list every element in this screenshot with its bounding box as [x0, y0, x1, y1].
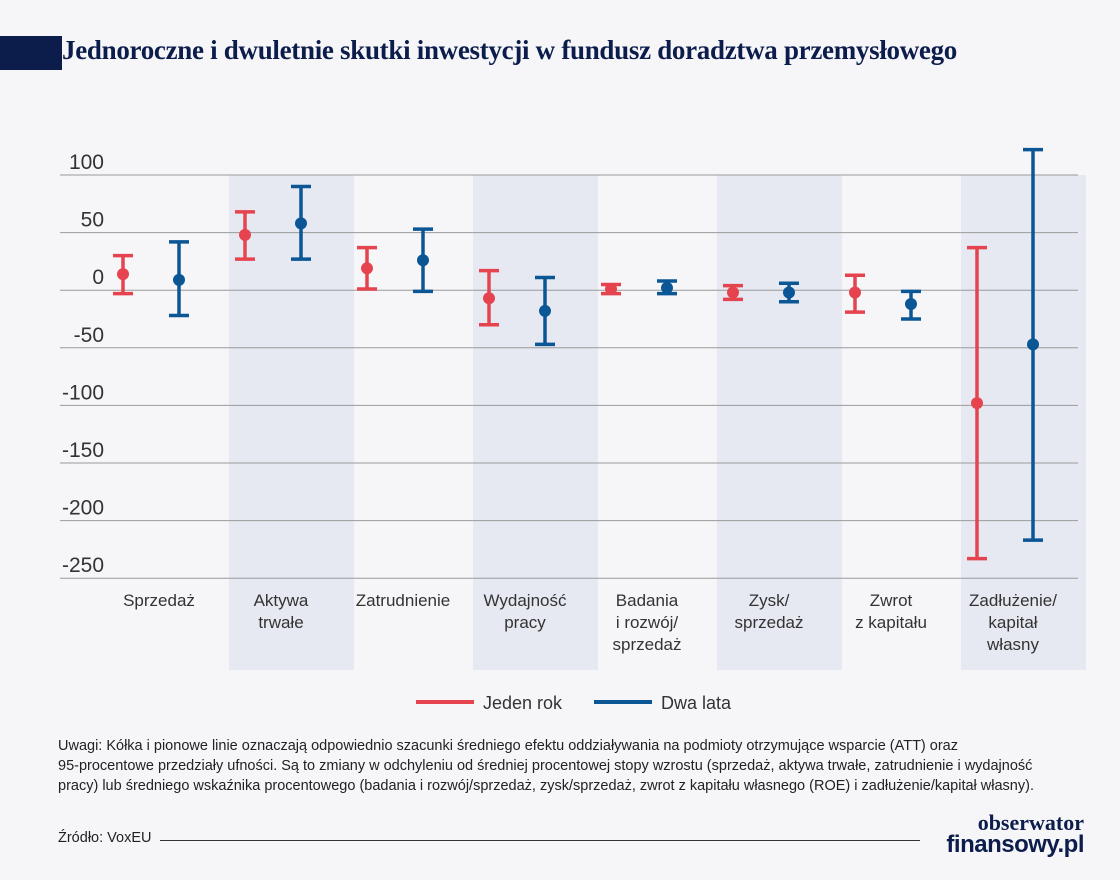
source-divider [160, 840, 920, 841]
estimate-point-jeden-rok [605, 283, 617, 296]
estimate-point-dwa-lata [661, 281, 673, 294]
estimate-point-jeden-rok [727, 286, 739, 299]
estimate-point-dwa-lata [295, 217, 307, 230]
title-accent-bar [0, 36, 62, 70]
estimate-point-jeden-rok [483, 292, 495, 305]
estimate-point-dwa-lata [539, 304, 551, 317]
y-tick-label: -50 [74, 324, 104, 347]
x-category-label: Sprzedaż [123, 591, 195, 610]
x-category-label: sprzedaż [735, 613, 804, 632]
estimate-point-jeden-rok [361, 262, 373, 275]
estimate-point-dwa-lata [1027, 338, 1039, 351]
source-label: Źródło: VoxEU [58, 830, 152, 846]
x-category-label: Aktywa [254, 591, 309, 610]
x-category-label: Zadłużenie/ [969, 591, 1057, 610]
x-category-label: Badania [616, 591, 679, 610]
estimate-point-dwa-lata [173, 273, 185, 286]
chart-notes: Uwagi: Kółka i pionowe linie oznaczają o… [58, 736, 1078, 796]
legend-label: Jeden rok [483, 693, 563, 713]
brand-logo: obserwator finansowy.pl [934, 810, 1084, 858]
category-band [473, 175, 598, 670]
estimate-point-jeden-rok [849, 286, 861, 299]
x-category-label: Wydajność [484, 591, 567, 610]
estimate-point-jeden-rok [117, 268, 129, 281]
x-category-label: własny [986, 635, 1039, 654]
estimate-point-dwa-lata [783, 286, 795, 299]
x-category-label: Zatrudnienie [356, 591, 451, 610]
estimate-point-jeden-rok [239, 228, 251, 241]
x-category-label: Zwrot [870, 591, 913, 610]
y-tick-label: 0 [92, 266, 104, 289]
y-tick-label: -250 [62, 554, 104, 577]
x-category-label: z kapitału [855, 613, 927, 632]
logo-line-2: finansowy.pl [946, 831, 1084, 858]
legend-label: Dwa lata [661, 693, 732, 713]
x-category-label: i rozwój/ [616, 613, 679, 632]
x-category-label: kapitał [988, 613, 1037, 632]
chart-title: Jednoroczne i dwuletnie skutki inwestycj… [62, 35, 957, 65]
note-line: 95-procentowe przedziały ufności. Są to … [58, 758, 1033, 774]
y-tick-label: 100 [69, 151, 104, 174]
y-tick-label: -150 [62, 439, 104, 462]
category-band [961, 175, 1086, 670]
x-category-label: pracy [504, 613, 546, 632]
y-tick-label: -100 [62, 381, 104, 404]
category-band [717, 175, 842, 670]
chart-canvas: 100 50 0 -50 -100 -150 -200 -250 Sprzedaż Aktywa t… [60, 147, 1086, 713]
note-line: pracy) lub średniego wskaźnika procentow… [58, 778, 1034, 794]
estimate-point-dwa-lata [905, 298, 917, 311]
x-category-label: trwałe [258, 613, 303, 632]
estimate-point-dwa-lata [417, 254, 429, 267]
x-category-label: sprzedaż [613, 635, 682, 654]
y-tick-label: -200 [62, 497, 104, 520]
logo-line-1: obserwator [977, 810, 1084, 835]
y-tick-label: 50 [81, 209, 104, 232]
x-category-label: Zysk/ [749, 591, 790, 610]
estimate-point-jeden-rok [971, 397, 983, 410]
note-line: Uwagi: Kółka i pionowe linie oznaczają o… [58, 738, 958, 754]
